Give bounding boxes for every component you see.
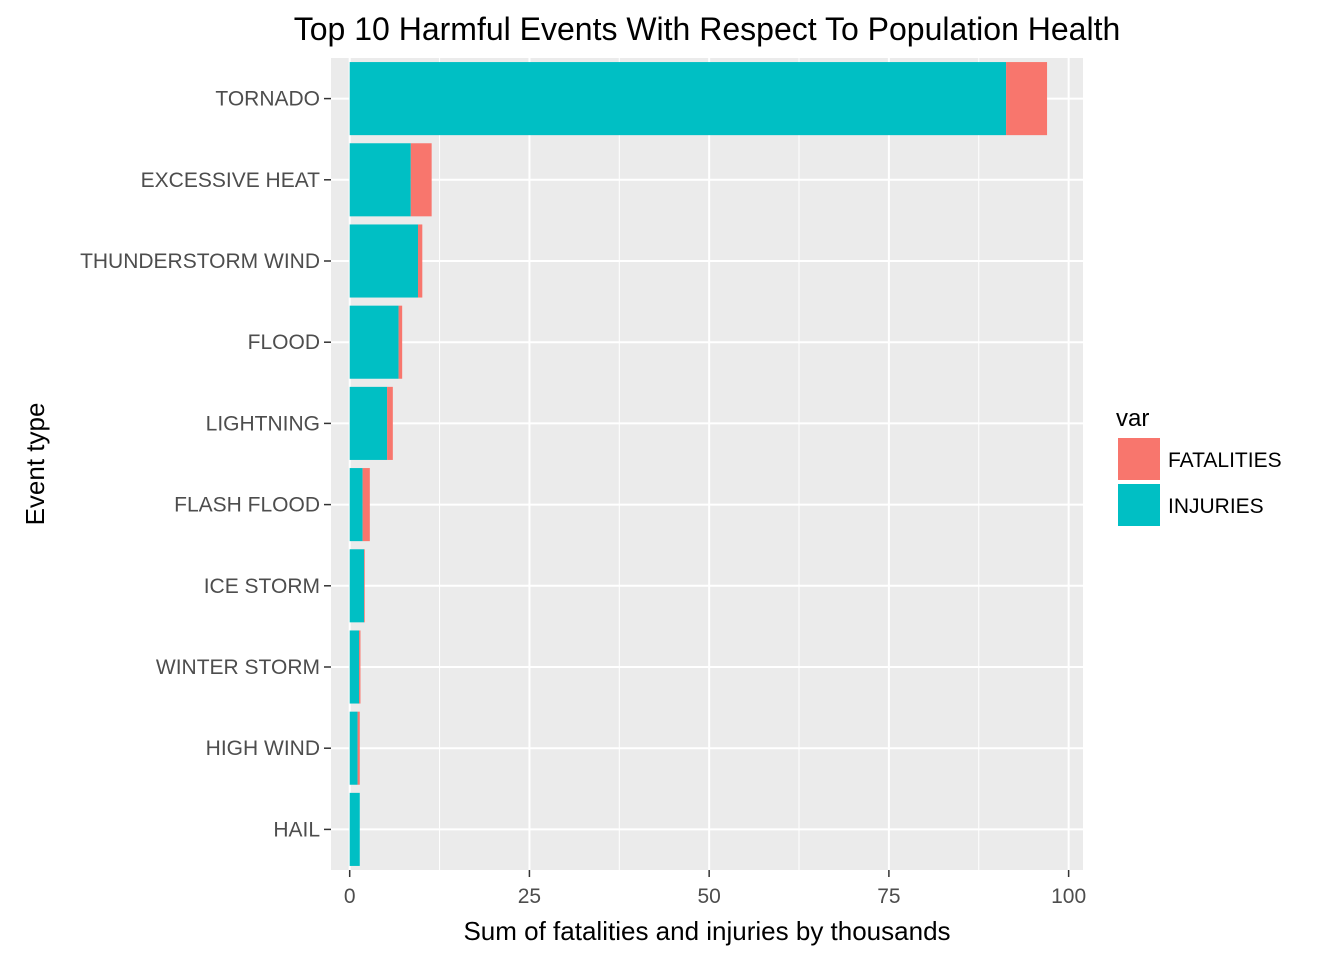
bars xyxy=(349,62,1048,866)
x-tick-label: 25 xyxy=(518,885,541,908)
y-tick-label: FLASH FLOOD xyxy=(174,494,320,517)
y-axis-title: Event type xyxy=(20,403,50,526)
bar-injuries xyxy=(349,711,358,785)
y-tick-label: HIGH WIND xyxy=(206,737,320,760)
y-axis: TORNADO EXCESSIVE HEAT THUNDERSTORM WIND FL… xyxy=(80,88,331,841)
y-tick-label: WINTER STORM xyxy=(156,656,320,679)
bar-injuries xyxy=(349,630,360,704)
bar-injuries xyxy=(349,468,363,542)
bar-fatalities xyxy=(1006,62,1048,136)
y-tick-label: TORNADO xyxy=(215,88,320,111)
y-tick-label: LIGHTNING xyxy=(206,412,320,435)
y-tick-label: HAIL xyxy=(273,818,320,841)
y-tick-label: EXCESSIVE HEAT xyxy=(141,169,321,192)
legend-label: INJURIES xyxy=(1168,495,1264,518)
bar-fatalities xyxy=(359,630,361,704)
x-axis-title: Sum of fatalities and injuries by thousa… xyxy=(463,916,950,946)
bar-fatalities xyxy=(410,143,432,217)
chart-title: Top 10 Harmful Events With Respect To Po… xyxy=(294,11,1121,47)
bar-injuries xyxy=(349,386,388,460)
bar-fatalities xyxy=(387,386,393,460)
bar-injuries xyxy=(349,792,360,866)
bar-injuries xyxy=(349,62,1007,136)
bar-injuries xyxy=(349,305,399,379)
legend-title: var xyxy=(1116,405,1149,432)
y-tick-label: ICE STORM xyxy=(204,575,320,598)
bar-fatalities xyxy=(357,711,360,785)
legend: var FATALITIES INJURIES xyxy=(1116,405,1282,526)
bar-fatalities xyxy=(417,224,423,298)
x-tick-label: 0 xyxy=(344,885,356,908)
bar-injuries xyxy=(349,224,418,298)
x-tick-label: 50 xyxy=(697,885,720,908)
bar-fatalities xyxy=(398,305,403,379)
x-tick-label: 100 xyxy=(1051,885,1086,908)
plot-panel xyxy=(331,58,1083,870)
bar-injuries xyxy=(349,143,411,217)
bar-injuries xyxy=(349,549,365,623)
x-tick-label: 75 xyxy=(877,885,900,908)
y-tick-label: FLOOD xyxy=(248,331,320,354)
y-tick-label: THUNDERSTORM WIND xyxy=(80,250,320,273)
x-axis: 0 25 50 75 100 xyxy=(344,870,1086,908)
legend-label: FATALITIES xyxy=(1168,449,1282,472)
legend-key xyxy=(1118,438,1160,480)
legend-key xyxy=(1118,484,1160,526)
bar-fatalities xyxy=(362,468,370,542)
bar-fatalities xyxy=(364,549,365,623)
